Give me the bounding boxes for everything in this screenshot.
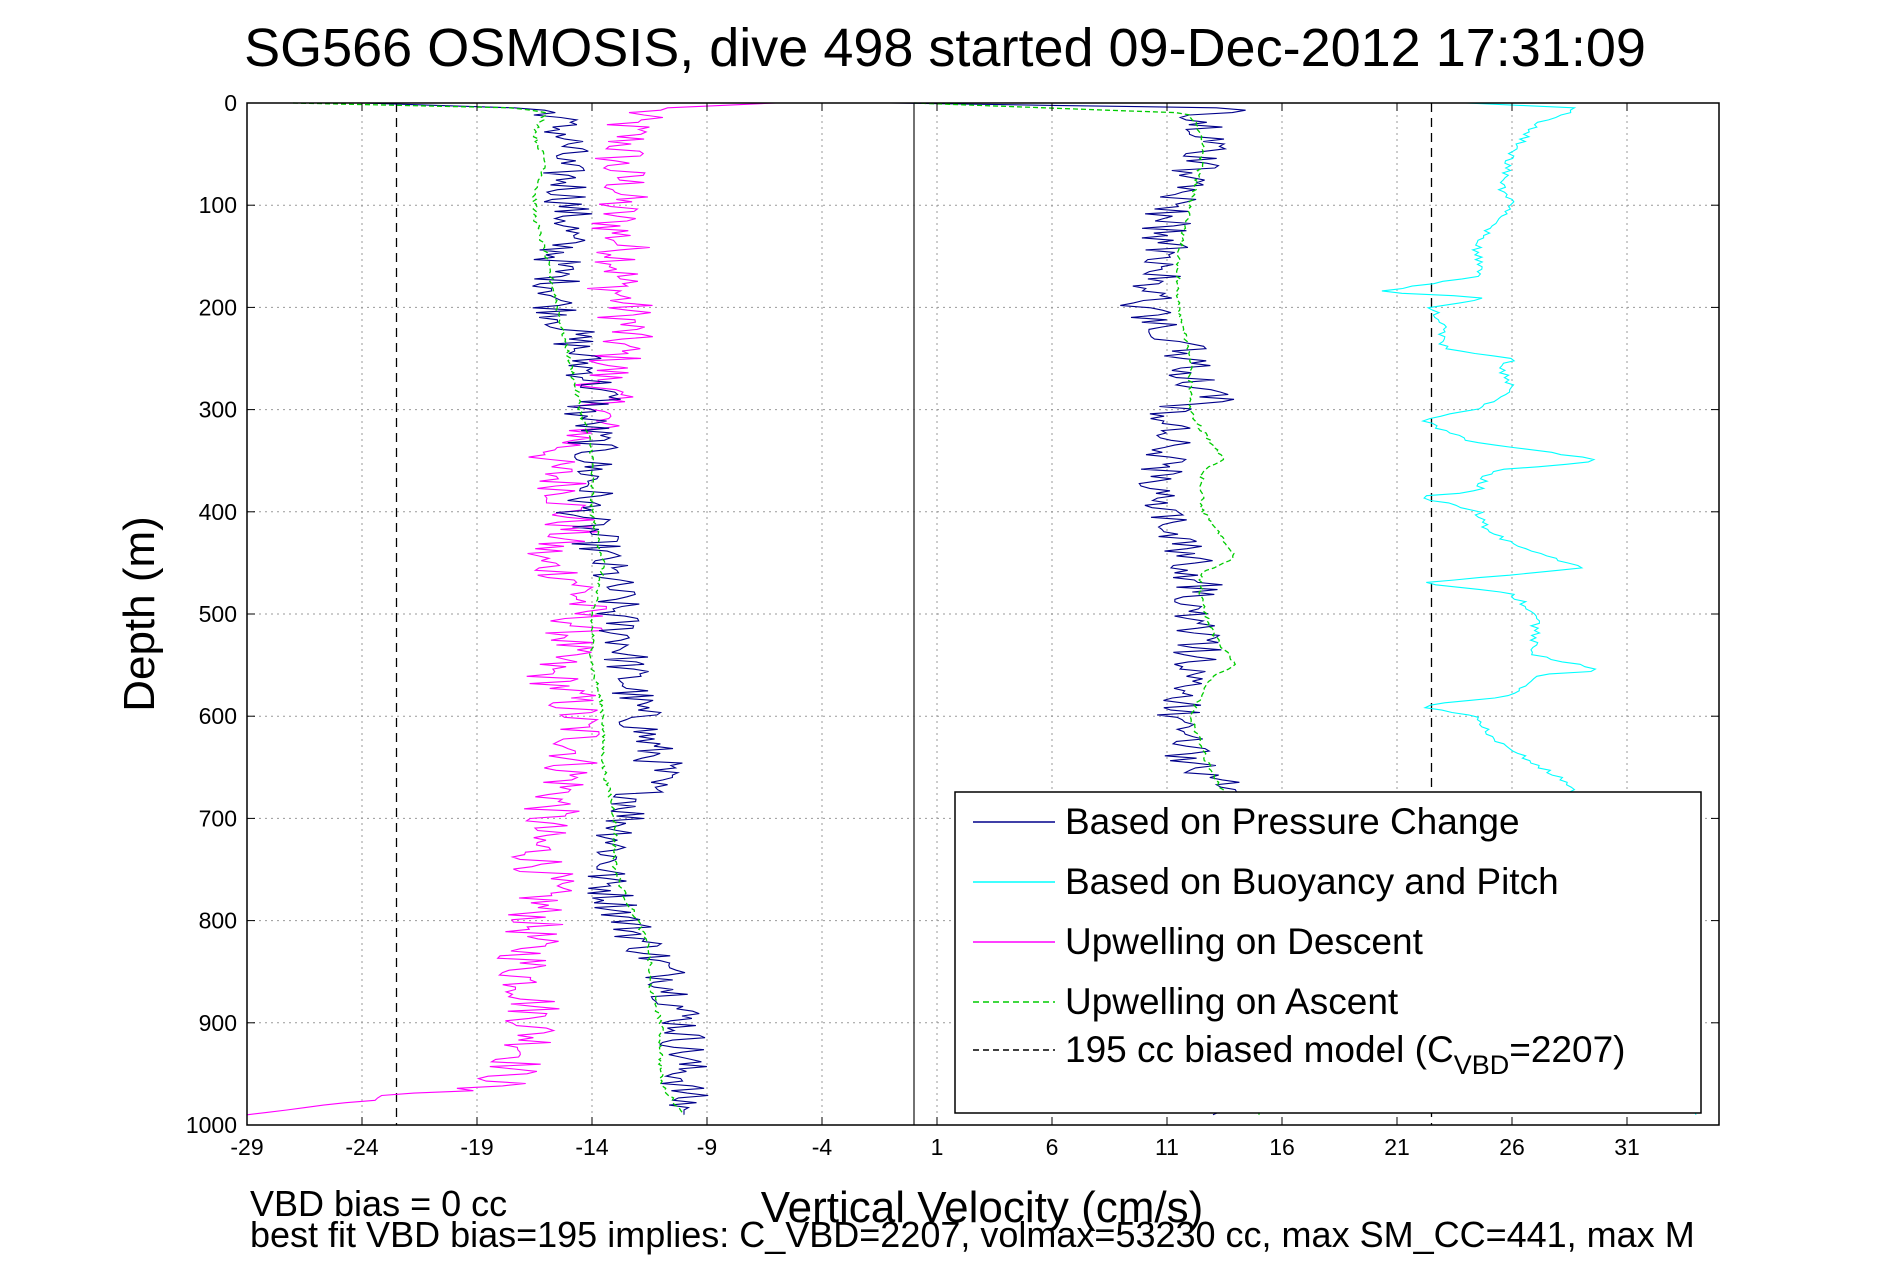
x-tick-label: 31 <box>1614 1134 1640 1160</box>
y-tick-label: 800 <box>199 908 237 934</box>
legend-box <box>954 791 1702 1114</box>
series-upwelling-descent-descent <box>246 102 777 1116</box>
x-tick-label: 11 <box>1155 1134 1179 1160</box>
x-tick-label: 16 <box>1269 1134 1295 1160</box>
legend: Based on Pressure Change Based on Buoyanc… <box>954 791 1702 1114</box>
y-tick-label: 0 <box>224 90 237 116</box>
chart-title: SG566 OSMOSIS, dive 498 started 09-Dec-2… <box>244 18 1646 78</box>
y-ticks: 0 100 200 300 400 500 600 700 800 900 1000 <box>186 90 1719 1138</box>
series-pressure-change-descent <box>361 102 709 1115</box>
y-axis-label: Depth (m) <box>115 516 164 712</box>
x-tick-label: 21 <box>1384 1134 1410 1160</box>
y-tick-label: 500 <box>199 601 237 627</box>
legend-item-label: Upwelling on Ascent <box>1065 981 1399 1022</box>
x-tick-label: -29 <box>230 1134 263 1160</box>
x-tick-label: -14 <box>575 1134 608 1160</box>
x-axis-label: Vertical Velocity (cm/s) <box>761 1183 1204 1232</box>
y-tick-label: 400 <box>199 499 237 525</box>
y-tick-label: 200 <box>199 294 237 320</box>
x-tick-label: -9 <box>697 1134 717 1160</box>
legend-item-label: Based on Pressure Change <box>1065 801 1520 842</box>
legend-item-label: Upwelling on Descent <box>1065 921 1424 962</box>
x-tick-label: 26 <box>1499 1134 1525 1160</box>
y-tick-label: 700 <box>199 805 237 831</box>
note-vbd-bias: VBD bias = 0 cc <box>250 1183 507 1224</box>
x-tick-label: -24 <box>345 1134 378 1160</box>
y-tick-label: 900 <box>199 1010 237 1036</box>
y-tick-label: 1000 <box>186 1112 237 1138</box>
x-tick-label: 1 <box>931 1134 944 1160</box>
x-ticks: -29 -24 -19 -14 -9 -4 1 6 11 16 21 26 31 <box>230 103 1640 1160</box>
y-tick-label: 300 <box>199 397 237 423</box>
reference-lines <box>395 103 1433 1125</box>
legend-item-label: 195 cc biased model (CVBD=2207) <box>1065 1029 1625 1080</box>
x-tick-label: -19 <box>460 1134 493 1160</box>
x-tick-label: -4 <box>812 1134 833 1160</box>
y-tick-label: 100 <box>199 192 237 218</box>
x-tick-label: 6 <box>1046 1134 1059 1160</box>
y-tick-label: 600 <box>199 703 237 729</box>
note-best-fit: best fit VBD bias=195 implies: C_VBD=220… <box>250 1214 1695 1255</box>
series-upwelling-ascent-descent <box>292 102 685 1116</box>
legend-item-label: Based on Buoyancy and Pitch <box>1065 861 1559 902</box>
